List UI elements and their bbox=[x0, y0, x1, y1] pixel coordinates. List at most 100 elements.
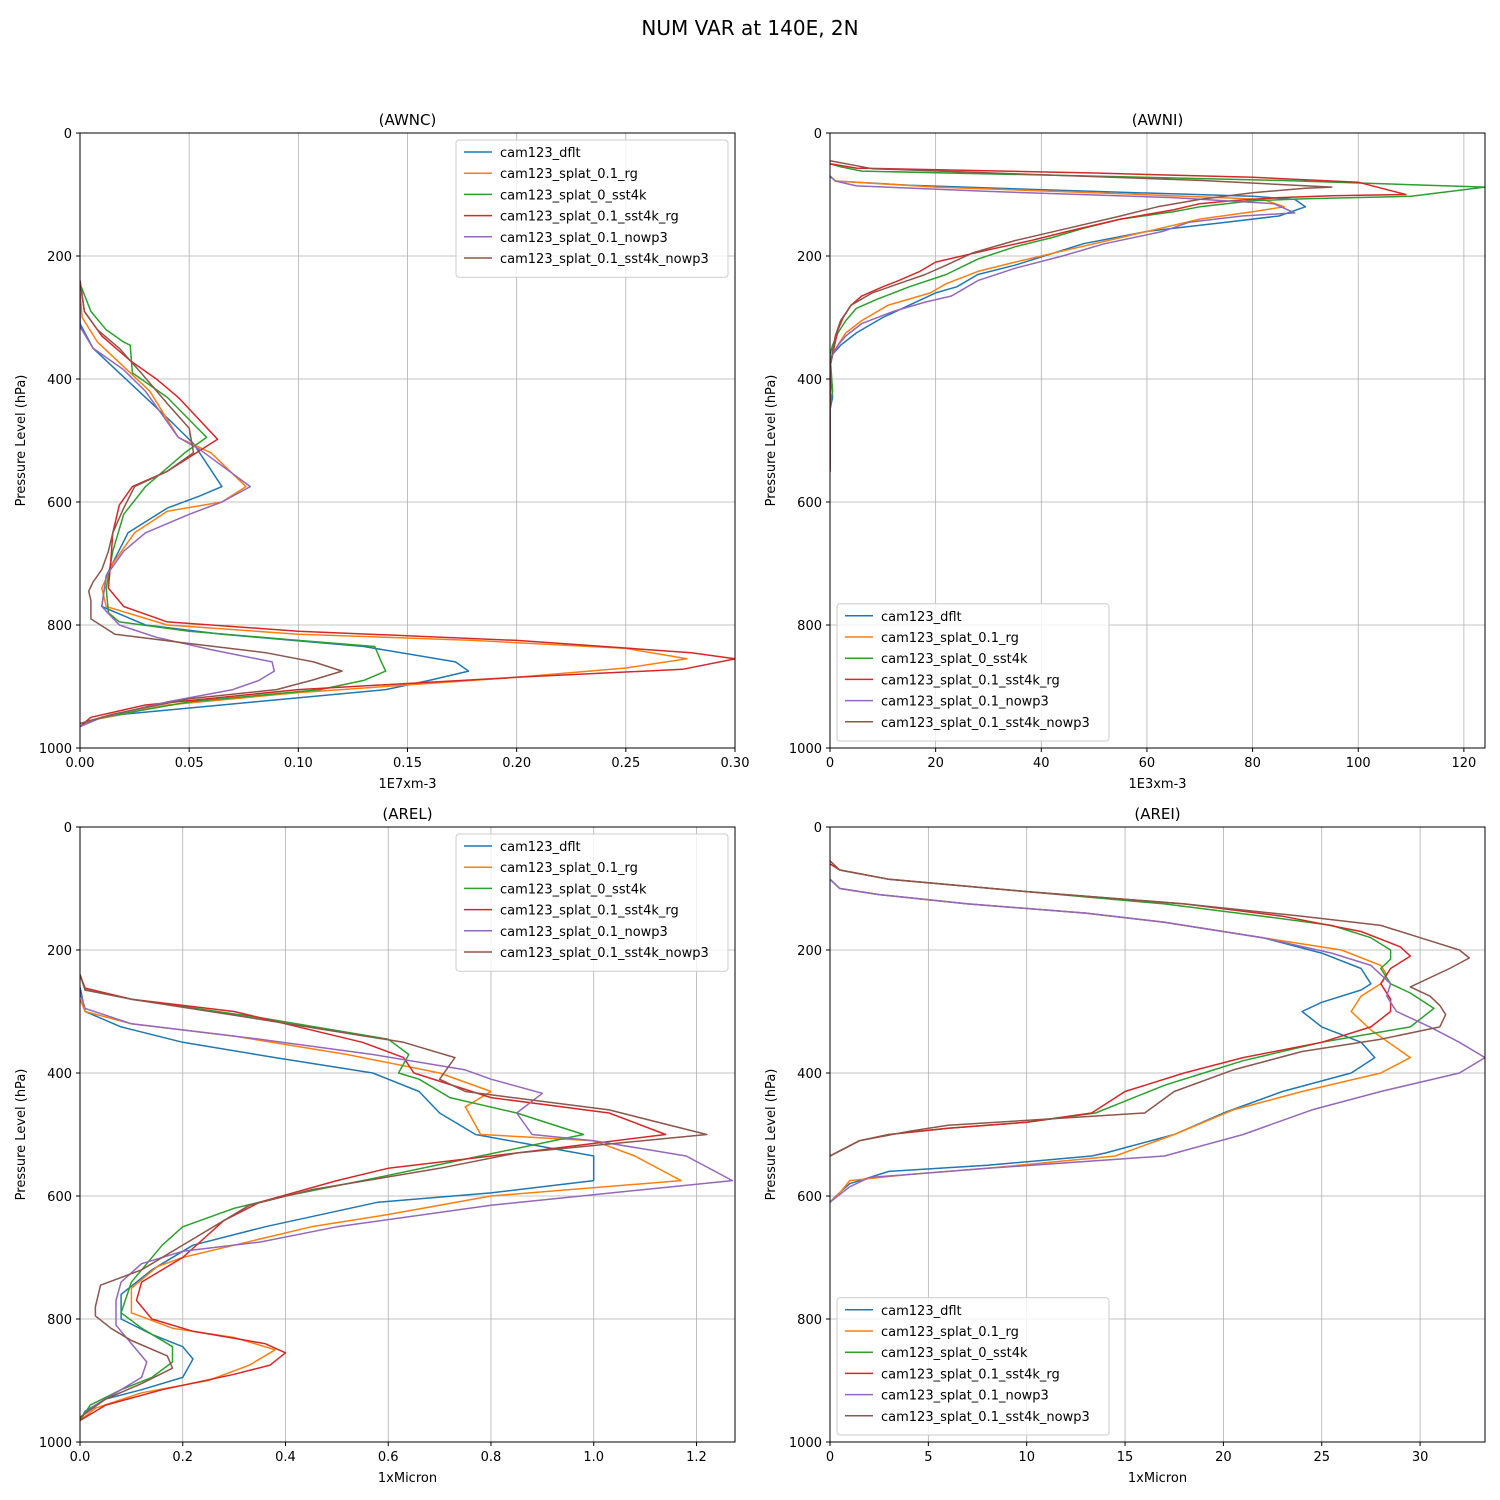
panel-title: (AWNC) bbox=[379, 111, 437, 129]
x-tick-label: 0.10 bbox=[284, 756, 313, 771]
series-line-6 bbox=[830, 860, 1471, 1157]
x-tick-label: 60 bbox=[1139, 756, 1156, 771]
x-tick-label: 10 bbox=[1018, 1450, 1035, 1465]
plot-frame bbox=[829, 132, 1486, 749]
y-tick-label: 200 bbox=[797, 944, 822, 959]
x-tick-label: 20 bbox=[1215, 1450, 1232, 1465]
x-tick-label: 0.05 bbox=[175, 756, 204, 771]
x-tick-label: 40 bbox=[1033, 756, 1050, 771]
y-tick-label: 400 bbox=[47, 373, 72, 388]
y-tick-label: 200 bbox=[47, 250, 72, 265]
legend-entry: cam123_splat_0.1_rg bbox=[881, 631, 1019, 646]
series-line-2 bbox=[830, 175, 1286, 472]
y-tick-label: 600 bbox=[797, 496, 822, 511]
legend: cam123_dflt cam123_splat_0.1_rg cam123_spl… bbox=[455, 833, 729, 972]
plot-frame bbox=[829, 826, 1486, 1443]
series-line-5 bbox=[830, 878, 1485, 1203]
series-line-1 bbox=[80, 986, 595, 1421]
series-line-6 bbox=[80, 280, 343, 725]
x-tick-label: 0.20 bbox=[502, 756, 531, 771]
y-axis-label: Pressure Level (hPa) bbox=[14, 375, 29, 507]
series-line-6 bbox=[80, 974, 708, 1419]
legend-entry: cam123_splat_0.1_rg bbox=[500, 861, 638, 876]
series-group bbox=[80, 974, 734, 1422]
panel-title: (AWNI) bbox=[1132, 111, 1184, 129]
legend: cam123_dflt cam123_splat_0.1_rg cam123_spl… bbox=[836, 603, 1110, 742]
legend-entry: cam123_dflt bbox=[881, 1304, 962, 1319]
legend-box bbox=[836, 1297, 1110, 1436]
legend-entry: cam123_splat_0_sst4k bbox=[881, 1346, 1028, 1361]
x-tick-label: 0.0 bbox=[70, 1450, 91, 1465]
series-line-4 bbox=[830, 863, 1412, 1157]
chart-panel-4: 0 5 10 15 20 25 30 0 200 400 600 800 1000 (AREI) 1xMic… bbox=[764, 805, 1486, 1486]
y-tick-label: 600 bbox=[47, 496, 72, 511]
series-line-2 bbox=[830, 878, 1412, 1203]
legend: cam123_dflt cam123_splat_0.1_rg cam123_spl… bbox=[455, 139, 729, 278]
figure-title: NUM VAR at 140E, 2N bbox=[641, 16, 859, 40]
y-tick-label: 1000 bbox=[789, 1436, 822, 1451]
chart-panel-3: 0.0 0.2 0.4 0.6 0.8 1.0 1.2 0 200 400 600 800 1000 (A… bbox=[14, 805, 736, 1486]
legend-entry: cam123_splat_0.1_sst4k_rg bbox=[500, 210, 679, 225]
series-line-5 bbox=[830, 175, 1296, 472]
series-line-5 bbox=[80, 289, 276, 728]
legend-entry: cam123_dflt bbox=[500, 840, 581, 855]
series-line-1 bbox=[80, 292, 470, 728]
series-line-3 bbox=[830, 163, 1485, 472]
y-tick-label: 400 bbox=[797, 373, 822, 388]
y-tick-label: 0 bbox=[64, 127, 72, 142]
x-tick-label: 0 bbox=[826, 756, 834, 771]
x-tick-label: 0.15 bbox=[393, 756, 422, 771]
series-line-6 bbox=[830, 159, 1333, 472]
series-line-1 bbox=[830, 878, 1376, 1203]
legend-entry: cam123_splat_0.1_sst4k_nowp3 bbox=[500, 252, 709, 267]
series-line-4 bbox=[80, 974, 667, 1422]
legend-entry: cam123_splat_0.1_nowp3 bbox=[500, 925, 668, 940]
x-tick-label: 0.00 bbox=[66, 756, 95, 771]
y-tick-label: 800 bbox=[47, 1313, 72, 1328]
panel-title: (AREI) bbox=[1134, 805, 1180, 823]
y-tick-label: 1000 bbox=[39, 742, 72, 757]
legend-entry: cam123_splat_0.1_sst4k_rg bbox=[881, 673, 1060, 688]
y-tick-label: 200 bbox=[797, 250, 822, 265]
x-tick-label: 0.6 bbox=[378, 1450, 399, 1465]
legend-box bbox=[455, 833, 729, 972]
y-tick-label: 0 bbox=[64, 821, 72, 836]
legend-entry: cam123_splat_0_sst4k bbox=[500, 882, 647, 897]
x-tick-label: 0.4 bbox=[275, 1450, 296, 1465]
x-axis-label: 1xMicron bbox=[378, 1471, 437, 1486]
plot-frame bbox=[79, 826, 736, 1443]
legend-entry: cam123_dflt bbox=[881, 610, 962, 625]
x-tick-label: 0.30 bbox=[721, 756, 750, 771]
y-axis-label: Pressure Level (hPa) bbox=[764, 375, 779, 507]
x-tick-label: 80 bbox=[1244, 756, 1261, 771]
series-line-4 bbox=[830, 163, 1407, 472]
x-tick-label: 1.2 bbox=[686, 1450, 707, 1465]
y-tick-label: 800 bbox=[47, 619, 72, 634]
legend-entry: cam123_splat_0_sst4k bbox=[881, 652, 1028, 667]
legend-entry: cam123_splat_0.1_sst4k_rg bbox=[881, 1367, 1060, 1382]
series-line-1 bbox=[830, 175, 1307, 472]
x-axis-label: 1xMicron bbox=[1128, 1471, 1187, 1486]
y-axis-label: Pressure Level (hPa) bbox=[14, 1069, 29, 1201]
legend-box bbox=[836, 603, 1110, 742]
series-line-5 bbox=[80, 992, 734, 1418]
y-tick-label: 0 bbox=[814, 821, 822, 836]
x-tick-label: 0 bbox=[826, 1450, 834, 1465]
legend-entry: cam123_splat_0.1_nowp3 bbox=[881, 1389, 1049, 1404]
legend-entry: cam123_splat_0.1_sst4k_nowp3 bbox=[500, 946, 709, 961]
x-tick-label: 15 bbox=[1117, 1450, 1134, 1465]
legend-entry: cam123_splat_0_sst4k bbox=[500, 188, 647, 203]
x-tick-label: 20 bbox=[927, 756, 944, 771]
y-tick-label: 0 bbox=[814, 127, 822, 142]
x-tick-label: 1.0 bbox=[583, 1450, 604, 1465]
legend-entry: cam123_splat_0.1_rg bbox=[500, 167, 638, 182]
x-axis-label: 1E7xm-3 bbox=[378, 777, 436, 792]
legend-entry: cam123_splat_0.1_nowp3 bbox=[500, 231, 668, 246]
y-tick-label: 800 bbox=[797, 1313, 822, 1328]
legend-entry: cam123_splat_0.1_nowp3 bbox=[881, 695, 1049, 710]
series-line-3 bbox=[80, 974, 585, 1421]
x-axis-label: 1E3xm-3 bbox=[1128, 777, 1186, 792]
y-tick-label: 600 bbox=[797, 1190, 822, 1205]
